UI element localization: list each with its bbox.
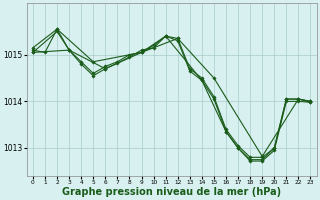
X-axis label: Graphe pression niveau de la mer (hPa): Graphe pression niveau de la mer (hPa): [62, 187, 281, 197]
